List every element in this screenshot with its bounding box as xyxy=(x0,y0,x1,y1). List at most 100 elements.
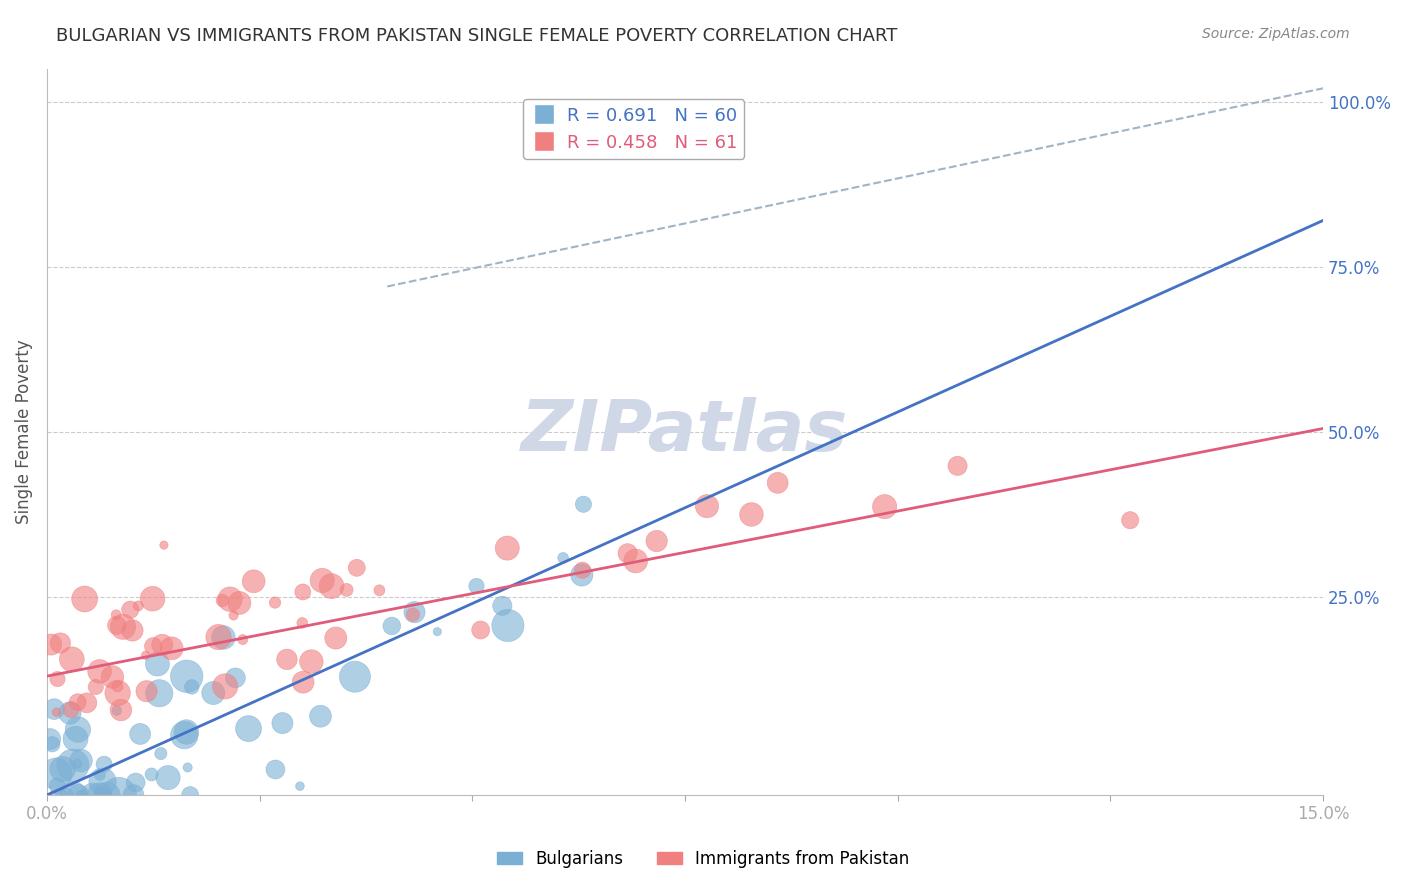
Immigrants from Pakistan xyxy=(127,599,149,613)
Immigrants from Pakistan xyxy=(645,534,668,549)
Immigrants from Pakistan xyxy=(311,574,333,588)
Bulgarians xyxy=(70,754,93,768)
Immigrants from Pakistan xyxy=(571,563,593,577)
Bulgarians xyxy=(69,788,91,802)
Immigrants from Pakistan xyxy=(496,541,519,555)
Bulgarians xyxy=(46,779,69,793)
Immigrants from Pakistan xyxy=(325,631,347,645)
Bulgarians xyxy=(66,756,89,771)
Immigrants from Pakistan xyxy=(84,680,107,694)
Bulgarians xyxy=(89,768,111,782)
Legend: Bulgarians, Immigrants from Pakistan: Bulgarians, Immigrants from Pakistan xyxy=(491,844,915,875)
Immigrants from Pakistan xyxy=(76,696,98,710)
Bulgarians xyxy=(122,788,145,802)
Immigrants from Pakistan xyxy=(740,508,762,522)
Immigrants from Pakistan xyxy=(105,618,128,632)
Immigrants from Pakistan xyxy=(142,640,165,654)
Bulgarians xyxy=(72,788,94,802)
Immigrants from Pakistan xyxy=(142,591,165,606)
Bulgarians xyxy=(180,680,202,694)
Bulgarians xyxy=(288,779,311,793)
Immigrants from Pakistan xyxy=(101,670,124,684)
Immigrants from Pakistan xyxy=(368,583,391,598)
Immigrants from Pakistan xyxy=(39,638,62,652)
Bulgarians xyxy=(173,728,195,742)
Immigrants from Pakistan xyxy=(228,596,250,610)
Immigrants from Pakistan xyxy=(946,458,969,473)
Bulgarians xyxy=(404,605,426,619)
Immigrants from Pakistan xyxy=(242,574,264,589)
Immigrants from Pakistan xyxy=(696,499,718,513)
Legend: R = 0.691   N = 60, R = 0.458   N = 61: R = 0.691 N = 60, R = 0.458 N = 61 xyxy=(523,99,744,159)
Bulgarians xyxy=(105,704,128,718)
Bulgarians xyxy=(381,619,404,633)
Bulgarians xyxy=(56,788,79,802)
Bulgarians xyxy=(465,579,488,593)
Immigrants from Pakistan xyxy=(89,665,111,679)
Bulgarians xyxy=(343,670,366,684)
Immigrants from Pakistan xyxy=(73,592,96,607)
Immigrants from Pakistan xyxy=(135,648,157,663)
Immigrants from Pakistan xyxy=(276,652,298,666)
Bulgarians xyxy=(571,568,593,582)
Immigrants from Pakistan xyxy=(321,579,343,593)
Immigrants from Pakistan xyxy=(66,695,89,709)
Immigrants from Pakistan xyxy=(105,607,128,622)
Immigrants from Pakistan xyxy=(135,684,157,698)
Bulgarians xyxy=(44,702,66,716)
Immigrants from Pakistan xyxy=(150,638,173,652)
Bulgarians xyxy=(179,788,201,802)
Bulgarians xyxy=(49,788,72,802)
Bulgarians xyxy=(149,747,172,761)
Bulgarians xyxy=(224,671,246,685)
Immigrants from Pakistan xyxy=(60,652,83,666)
Immigrants from Pakistan xyxy=(110,703,132,717)
Bulgarians xyxy=(125,775,148,789)
Bulgarians xyxy=(62,758,84,772)
Immigrants from Pakistan xyxy=(107,679,129,693)
Immigrants from Pakistan xyxy=(470,623,492,637)
Bulgarians xyxy=(426,624,449,639)
Bulgarians xyxy=(41,737,63,751)
Bulgarians xyxy=(176,725,198,739)
Immigrants from Pakistan xyxy=(346,561,368,575)
Bulgarians xyxy=(572,497,595,511)
Immigrants from Pakistan xyxy=(121,624,143,638)
Immigrants from Pakistan xyxy=(402,607,425,622)
Immigrants from Pakistan xyxy=(873,500,896,514)
Bulgarians xyxy=(202,686,225,700)
Bulgarians xyxy=(238,722,260,736)
Bulgarians xyxy=(212,631,235,645)
Bulgarians xyxy=(59,706,82,720)
Bulgarians xyxy=(491,599,513,613)
Text: BULGARIAN VS IMMIGRANTS FROM PAKISTAN SINGLE FEMALE POVERTY CORRELATION CHART: BULGARIAN VS IMMIGRANTS FROM PAKISTAN SI… xyxy=(56,27,897,45)
Bulgarians xyxy=(39,732,62,747)
Bulgarians xyxy=(62,788,84,802)
Immigrants from Pakistan xyxy=(291,615,314,630)
Immigrants from Pakistan xyxy=(46,672,69,686)
Text: ZIPatlas: ZIPatlas xyxy=(522,397,849,467)
Y-axis label: Single Female Poverty: Single Female Poverty xyxy=(15,340,32,524)
Bulgarians xyxy=(148,686,170,700)
Bulgarians xyxy=(89,788,111,802)
Immigrants from Pakistan xyxy=(49,636,72,650)
Immigrants from Pakistan xyxy=(45,705,67,719)
Immigrants from Pakistan xyxy=(336,582,359,597)
Immigrants from Pakistan xyxy=(299,655,322,669)
Bulgarians xyxy=(67,788,90,802)
Bulgarians xyxy=(91,788,114,802)
Bulgarians xyxy=(129,727,152,741)
Immigrants from Pakistan xyxy=(160,641,183,656)
Bulgarians xyxy=(93,757,115,772)
Bulgarians xyxy=(176,669,198,683)
Immigrants from Pakistan xyxy=(219,592,242,607)
Bulgarians xyxy=(496,618,519,632)
Immigrants from Pakistan xyxy=(292,675,315,690)
Immigrants from Pakistan xyxy=(766,475,789,490)
Bulgarians xyxy=(157,771,180,785)
Immigrants from Pakistan xyxy=(107,686,129,700)
Bulgarians xyxy=(52,762,75,776)
Bulgarians xyxy=(66,723,89,737)
Immigrants from Pakistan xyxy=(112,620,135,634)
Bulgarians xyxy=(65,731,87,746)
